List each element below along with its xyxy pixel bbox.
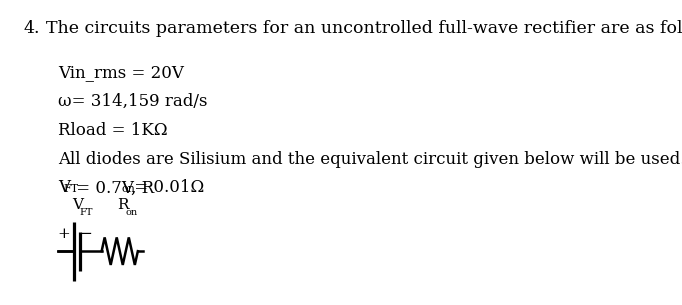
Text: −: − xyxy=(79,227,92,241)
Text: All diodes are Silisium and the equivalent circuit given below will be used.: All diodes are Silisium and the equivale… xyxy=(59,151,682,167)
Text: Vin_rms = 20V: Vin_rms = 20V xyxy=(59,64,184,81)
Text: V: V xyxy=(72,198,83,212)
Text: = 0.7V, R: = 0.7V, R xyxy=(71,180,154,196)
Text: FT: FT xyxy=(79,208,93,217)
Text: The circuits parameters for an uncontrolled full-wave rectifier are as follows:: The circuits parameters for an uncontrol… xyxy=(46,20,682,38)
Text: R: R xyxy=(117,198,128,212)
Text: Rload = 1KΩ: Rload = 1KΩ xyxy=(59,122,168,138)
Text: on: on xyxy=(125,208,138,217)
Text: V: V xyxy=(59,180,70,196)
Text: = 0.01Ω: = 0.01Ω xyxy=(129,180,205,196)
Text: FT: FT xyxy=(63,185,78,194)
Text: 4.: 4. xyxy=(24,20,40,38)
Text: ω= 314,159 rad/s: ω= 314,159 rad/s xyxy=(59,93,208,109)
Text: +: + xyxy=(58,227,70,241)
Text: on: on xyxy=(121,185,135,194)
